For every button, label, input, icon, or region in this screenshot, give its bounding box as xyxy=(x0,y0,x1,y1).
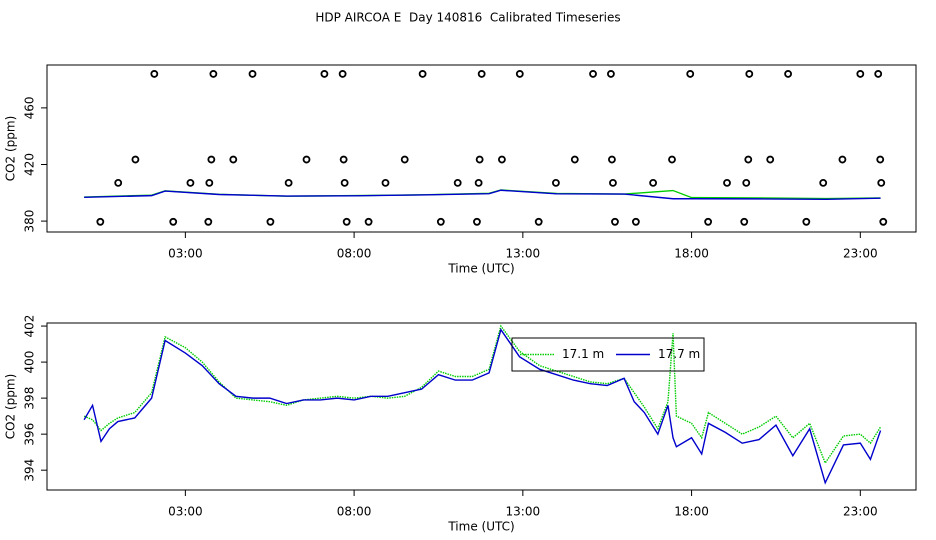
data-point xyxy=(207,155,216,164)
x-tick-label: 18:00 xyxy=(674,505,709,519)
data-point xyxy=(608,155,616,164)
data-point xyxy=(668,155,676,164)
data-point xyxy=(229,155,238,164)
data-point xyxy=(879,217,888,226)
data-point xyxy=(552,178,560,187)
data-point xyxy=(607,70,615,78)
data-point xyxy=(515,70,524,78)
data-point xyxy=(400,155,409,164)
data-point xyxy=(498,155,506,164)
data-point xyxy=(473,217,481,226)
data-point xyxy=(453,178,462,187)
data-point xyxy=(802,217,811,226)
legend-box xyxy=(511,337,705,372)
x-tick-label: 23:00 xyxy=(843,505,878,519)
y-axis-label: CO2 (ppm) xyxy=(4,374,18,440)
x-axis-label: Time (UTC) xyxy=(447,262,514,276)
series-line xyxy=(84,189,881,201)
data-point xyxy=(96,217,105,226)
data-point xyxy=(745,70,754,78)
data-point xyxy=(649,178,658,187)
x-tick-label: 18:00 xyxy=(674,247,709,261)
data-point xyxy=(838,155,847,164)
data-point xyxy=(186,178,195,187)
y-axis-label: CO2 (ppm) xyxy=(4,116,18,182)
data-point xyxy=(609,178,617,187)
x-axis-label: Time (UTC) xyxy=(447,520,514,534)
data-point xyxy=(381,178,390,187)
data-point xyxy=(477,70,486,78)
data-point xyxy=(338,70,347,78)
data-point xyxy=(534,217,543,226)
x-tick-label: 03:00 xyxy=(168,247,203,261)
x-tick-label: 08:00 xyxy=(337,505,372,519)
data-point xyxy=(474,178,483,187)
data-point xyxy=(204,217,213,226)
data-point xyxy=(631,217,640,226)
data-point xyxy=(339,155,348,164)
data-point xyxy=(266,217,275,226)
data-point xyxy=(740,217,749,226)
legend-label: 17.1 m xyxy=(562,347,604,361)
plot-frame xyxy=(46,64,917,233)
data-point xyxy=(744,155,753,164)
x-tick-label: 13:00 xyxy=(506,505,541,519)
data-point xyxy=(205,178,214,187)
data-point xyxy=(418,70,427,78)
data-point xyxy=(340,178,349,187)
data-point xyxy=(302,155,311,164)
data-point xyxy=(114,178,123,187)
data-point xyxy=(342,217,351,226)
y-tick-label: 460 xyxy=(23,96,37,119)
data-point xyxy=(723,178,731,187)
data-point xyxy=(475,155,484,164)
data-point xyxy=(742,178,751,187)
data-point xyxy=(876,155,885,164)
data-point xyxy=(877,178,886,187)
data-point xyxy=(704,217,713,226)
data-point xyxy=(248,70,257,78)
data-point xyxy=(570,155,579,164)
data-point xyxy=(686,70,695,78)
data-point xyxy=(150,70,159,78)
y-tick-label: 396 xyxy=(23,423,37,446)
data-point xyxy=(611,217,619,226)
data-point xyxy=(320,70,329,78)
data-point xyxy=(209,70,218,78)
data-point xyxy=(284,178,293,187)
data-point xyxy=(131,155,140,164)
series-line xyxy=(83,328,882,485)
data-point xyxy=(874,70,883,78)
y-tick-label: 380 xyxy=(23,210,37,233)
chart-title: HDP AIRCOA E Day 140816 Calibrated Times… xyxy=(315,11,620,25)
x-tick-label: 03:00 xyxy=(168,505,203,519)
plot-frame xyxy=(46,322,917,491)
x-tick-label: 23:00 xyxy=(843,247,878,261)
data-point xyxy=(436,217,445,226)
y-tick-label: 420 xyxy=(23,153,37,176)
data-point xyxy=(766,155,775,164)
series-line xyxy=(83,324,882,465)
data-point xyxy=(819,178,828,187)
data-point xyxy=(784,70,792,78)
data-point xyxy=(589,70,597,78)
y-tick-label: 400 xyxy=(23,351,37,374)
x-tick-label: 13:00 xyxy=(506,247,541,261)
data-point xyxy=(856,70,865,78)
data-point xyxy=(169,217,178,226)
y-tick-label: 402 xyxy=(23,315,37,338)
x-tick-label: 08:00 xyxy=(337,247,372,261)
legend-label: 17.7 m xyxy=(658,347,700,361)
y-tick-label: 394 xyxy=(23,459,37,482)
data-point xyxy=(364,217,373,226)
y-tick-label: 398 xyxy=(23,387,37,410)
